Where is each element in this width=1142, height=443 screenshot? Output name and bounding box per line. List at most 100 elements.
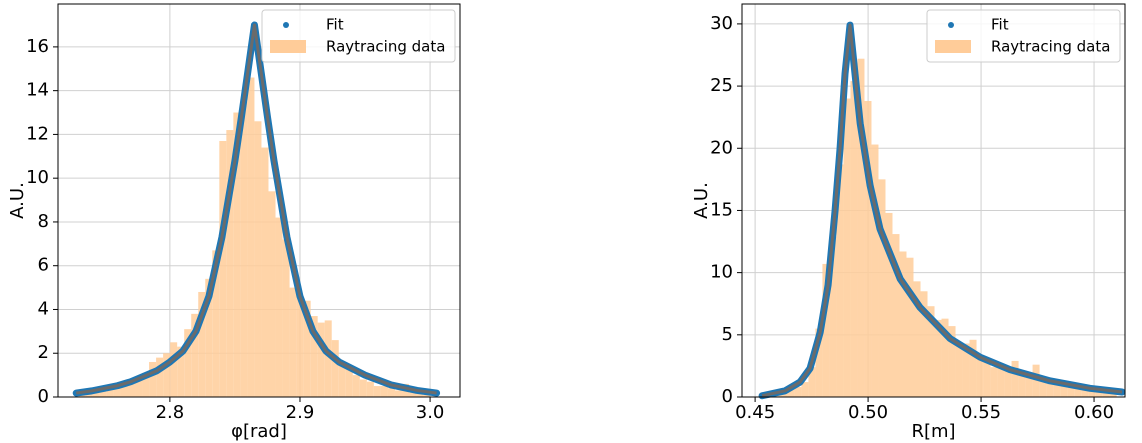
y-tick-label: 25 [710, 75, 733, 96]
x-tick-label: 2.8 [156, 402, 185, 423]
histogram-bar [127, 383, 136, 397]
histogram-bar [247, 77, 255, 398]
histogram-bar [1074, 388, 1082, 397]
histogram-bar [1025, 377, 1033, 397]
plot-frame [741, 3, 1126, 398]
histogram-bar [198, 291, 206, 397]
histogram-bar [822, 263, 830, 397]
y-tick-label: 10 [26, 167, 49, 188]
histogram-bar [913, 281, 921, 397]
histogram-bar [191, 313, 199, 397]
histogram-bar [955, 342, 963, 397]
histogram-bar [829, 236, 837, 397]
histogram-bar [864, 101, 872, 397]
y-tick-label: 5 [722, 324, 733, 345]
x-tick-label: 0.60 [1074, 402, 1114, 423]
histogram-bar [1067, 382, 1075, 397]
histogram-bar [1060, 385, 1068, 397]
histogram-bar [850, 81, 858, 397]
histogram-bar [836, 164, 844, 397]
histogram-bar [303, 300, 311, 397]
fit-line-core [76, 23, 437, 395]
y-tick-label: 30 [710, 13, 733, 34]
histogram-bar [92, 392, 100, 397]
histogram-bar [135, 377, 143, 397]
histogram-bar [219, 140, 227, 397]
histogram-bar [163, 353, 171, 397]
x-tick-label: 3.0 [416, 402, 445, 423]
histogram-bar [1109, 393, 1117, 397]
histogram-bar [423, 394, 431, 397]
x-tick-label: 0.45 [735, 402, 775, 423]
histogram-bar [1004, 370, 1012, 397]
y-tick-label: 2 [38, 342, 49, 363]
histogram-bar [1011, 360, 1019, 397]
histogram-bar [808, 367, 816, 397]
histogram-bar [394, 390, 402, 397]
histogram-bar [920, 291, 928, 397]
histogram-bar [120, 386, 128, 397]
histogram-bar [99, 391, 107, 397]
histogram-bar [338, 361, 346, 397]
histogram-bar [275, 217, 283, 397]
histogram-bar [990, 367, 998, 397]
histogram-bar [780, 393, 788, 397]
histogram-bar [149, 361, 157, 397]
histogram-bar [226, 130, 234, 397]
x-axis-label: R[m] [911, 421, 955, 442]
histogram-bar [106, 389, 114, 397]
legend-box [926, 9, 1121, 63]
histogram-bar [233, 112, 241, 398]
histogram-bar [205, 278, 213, 397]
histogram-bar [801, 382, 809, 397]
histogram-bar [261, 147, 269, 397]
y-axis-label: A.U. [7, 182, 28, 219]
y-tick-label: 10 [710, 262, 733, 283]
legend-box [261, 9, 456, 63]
histogram-bar [871, 144, 879, 397]
histogram-bar [345, 368, 353, 397]
histogram-bar [170, 342, 178, 397]
histogram-bar [927, 306, 935, 397]
histogram-bar [843, 98, 851, 398]
y-tick-label: 14 [26, 80, 49, 101]
histogram-bar [184, 329, 192, 397]
histogram-bar [416, 393, 424, 397]
histogram-bar [331, 340, 339, 397]
histogram-bar [885, 212, 893, 397]
histogram-bar [177, 346, 185, 397]
histogram-bar [387, 388, 395, 397]
histogram-bar [997, 364, 1005, 397]
histogram-bar [240, 101, 248, 398]
histogram-bar [296, 296, 304, 397]
histogram-bar [906, 257, 914, 397]
histogram-bar [85, 393, 93, 397]
histogram-bar [934, 319, 942, 397]
histogram-bar [156, 357, 164, 397]
x-tick-label: 2.9 [286, 402, 315, 423]
histogram-bar [324, 320, 332, 397]
histogram-bar [857, 58, 865, 397]
histogram-bar [212, 250, 220, 397]
histogram-bar [1039, 379, 1047, 397]
histogram-bar [815, 328, 823, 397]
y-tick-label: 0 [38, 386, 49, 407]
histogram-bar [1046, 383, 1054, 397]
histogram-bar [366, 381, 374, 397]
histogram-bar [310, 316, 318, 397]
y-tick-label: 16 [26, 36, 49, 57]
histogram-bar [969, 339, 977, 397]
histogram-bar [142, 372, 150, 397]
histogram-bar [113, 387, 121, 397]
histogram-bar [409, 392, 417, 397]
histogram-bar [268, 191, 276, 397]
y-tick-label: 4 [38, 298, 49, 319]
y-axis-label: A.U. [691, 182, 712, 219]
histogram-bar [892, 234, 900, 397]
legend-marker [283, 22, 289, 28]
histogram-bar [948, 326, 956, 397]
histogram-bar [1102, 392, 1110, 397]
histogram-bar [1095, 390, 1103, 397]
y-tick-label: 12 [26, 123, 49, 144]
